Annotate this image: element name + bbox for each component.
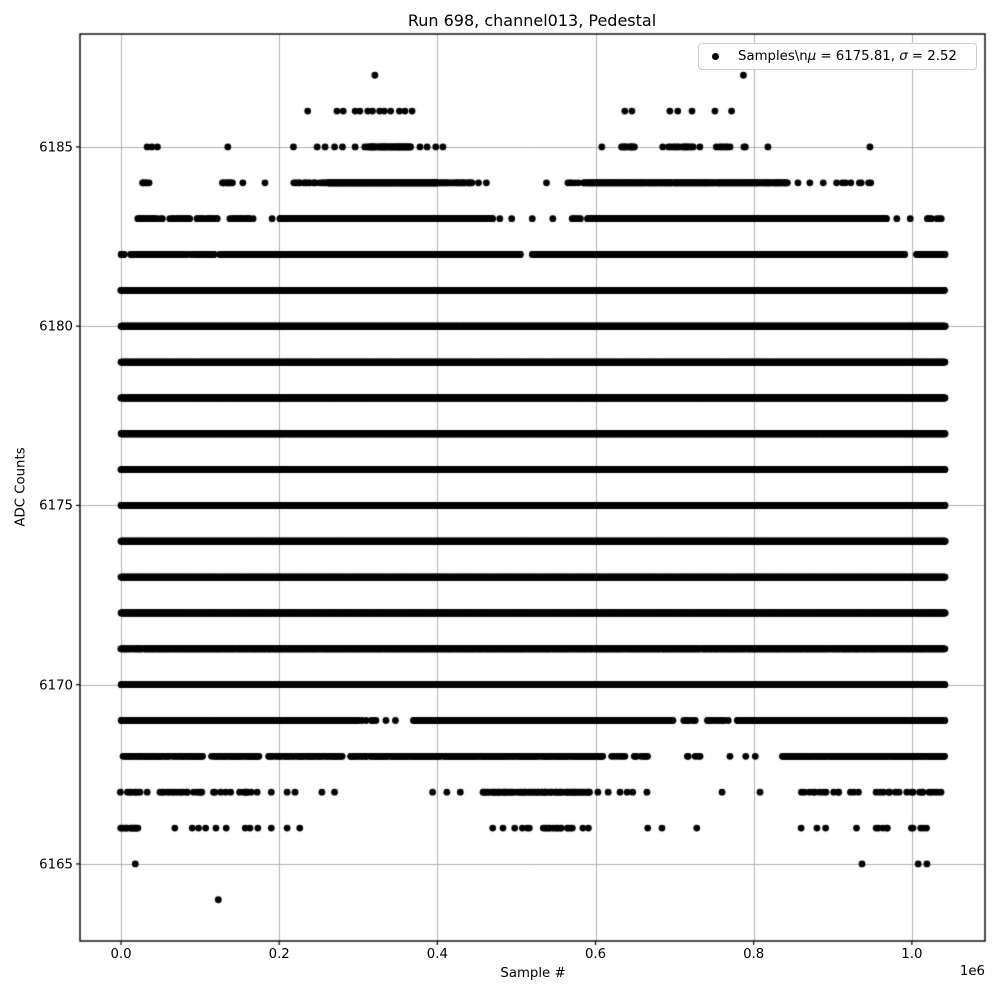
x-tick-label: 0.2 xyxy=(268,947,290,962)
legend-label: Samples\nμ = 6175.81, σ = 2.52 xyxy=(738,49,957,64)
y-tick-label: 6170 xyxy=(39,678,73,694)
x-tick-label: 0.6 xyxy=(584,947,607,962)
y-tick-label: 6175 xyxy=(39,498,73,514)
y-tick-label: 6165 xyxy=(39,857,73,873)
legend: Samples\nμ = 6175.81, σ = 2.52 xyxy=(698,43,977,70)
x-tick-label: 0.0 xyxy=(110,947,132,962)
x-axis-label: Sample # xyxy=(500,966,566,981)
chart-title: Run 698, channel013, Pedestal xyxy=(407,11,657,30)
y-tick-label: 6180 xyxy=(39,319,73,335)
x-tick-label: 0.8 xyxy=(743,947,765,962)
x-axis-offset-label: 1e6 xyxy=(959,964,985,979)
x-tick-label: 1.0 xyxy=(901,947,923,962)
legend-point-marker-icon xyxy=(712,53,719,60)
x-tick-label: 0.4 xyxy=(426,947,448,962)
y-axis-label: ADC Counts xyxy=(13,447,29,527)
y-tick-label: 6185 xyxy=(39,140,73,156)
